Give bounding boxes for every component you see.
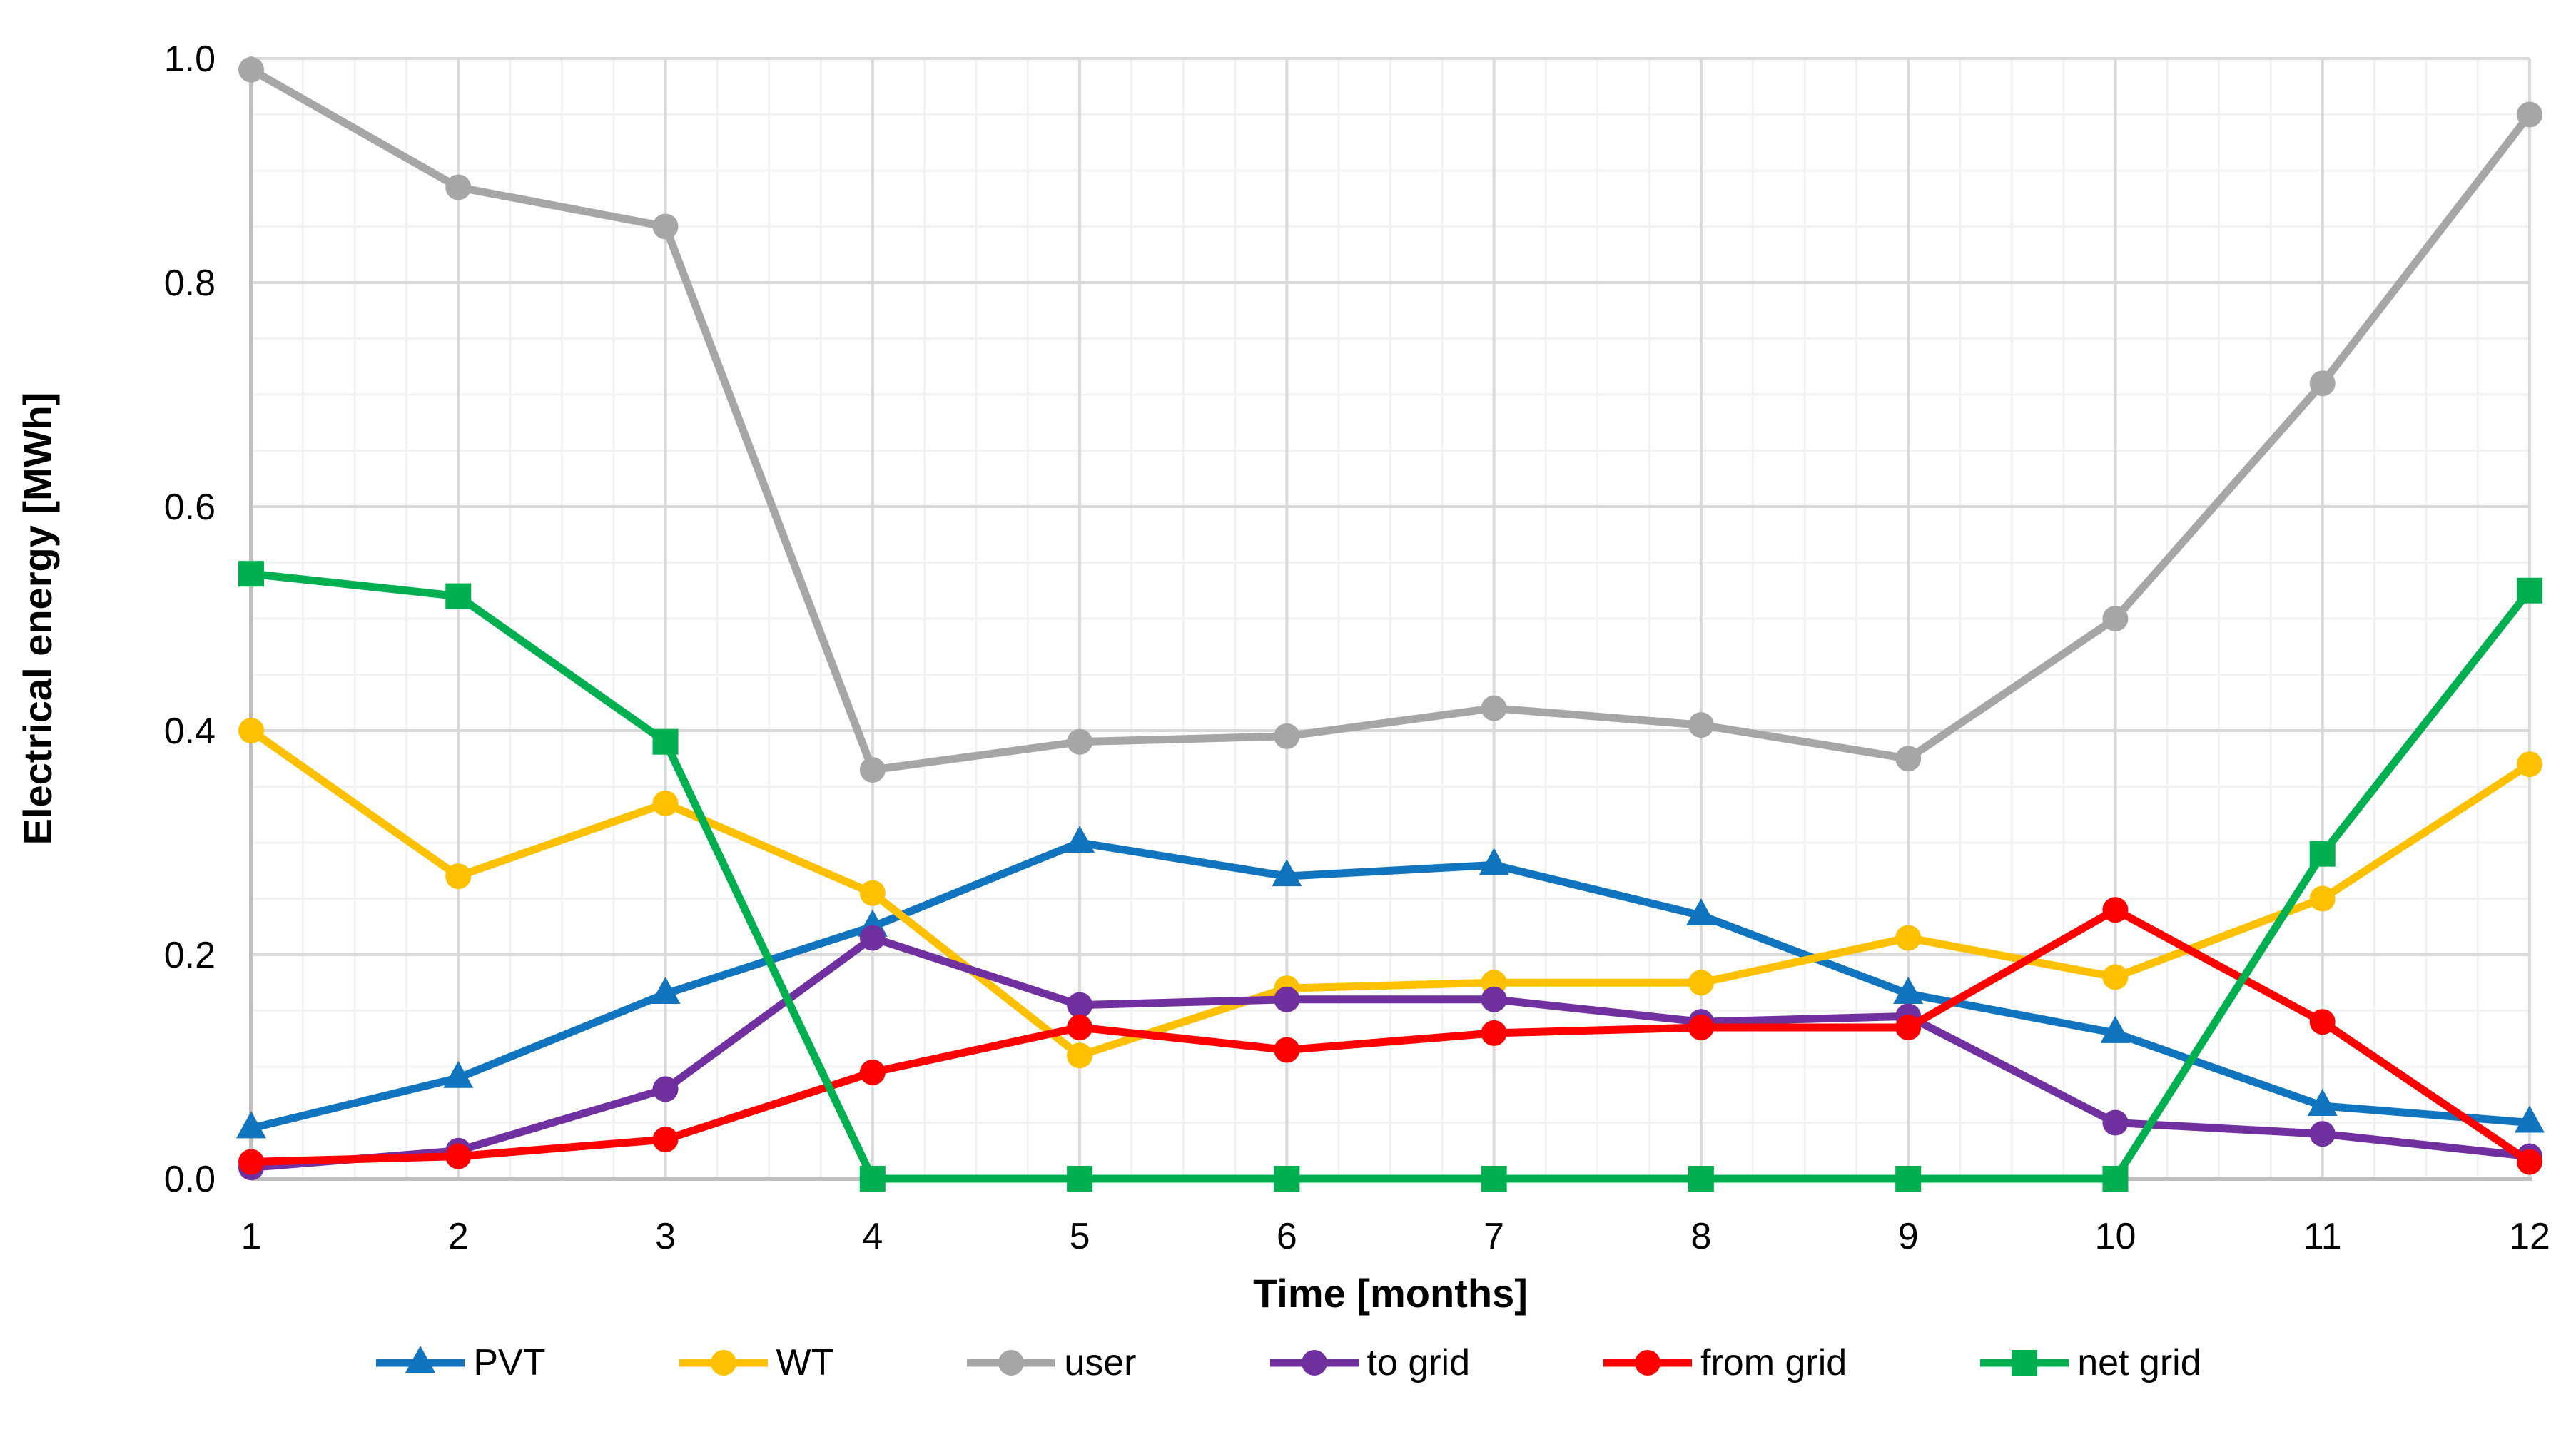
x-tick-label: 10 bbox=[2095, 1216, 2136, 1257]
y-tick-label: 1.0 bbox=[164, 39, 215, 80]
x-tick-label: 7 bbox=[1484, 1216, 1504, 1257]
x-tick-label: 9 bbox=[1898, 1216, 1919, 1257]
legend-item-net-grid: net grid bbox=[1979, 1340, 2201, 1386]
series-markers-net-grid bbox=[238, 561, 2542, 1192]
legend-label: PVT bbox=[473, 1342, 546, 1383]
legend-item-user: user bbox=[965, 1340, 1137, 1386]
y-tick-label: 0.8 bbox=[164, 263, 215, 304]
series-line-wt bbox=[247, 726, 2534, 1060]
legend-item-wt: WT bbox=[678, 1340, 834, 1386]
y-tick-label: 0.2 bbox=[164, 935, 215, 976]
series-line-pvt bbox=[247, 838, 2534, 1132]
x-tick-label: 2 bbox=[448, 1216, 469, 1257]
series-markers-from-grid bbox=[238, 897, 2542, 1175]
y-axis-title: Electrical energy [MWh] bbox=[15, 392, 60, 846]
x-tick-label: 4 bbox=[862, 1216, 883, 1257]
legend-label: from grid bbox=[1700, 1342, 1847, 1383]
legend-marker-circle-icon bbox=[967, 1350, 1056, 1376]
series-line-from-grid bbox=[247, 905, 2534, 1166]
legend-item-pvt: PVT bbox=[375, 1340, 546, 1386]
x-tick-label: 8 bbox=[1690, 1216, 1711, 1257]
series-markers-user bbox=[238, 56, 2542, 783]
legend-marker-circle-icon bbox=[679, 1350, 768, 1376]
y-tick-label: 0.0 bbox=[164, 1159, 215, 1200]
y-tick-label: 0.6 bbox=[164, 487, 215, 528]
x-tick-label: 6 bbox=[1277, 1216, 1297, 1257]
series-net-grid bbox=[238, 561, 2542, 1192]
x-tick-label: 11 bbox=[2303, 1216, 2342, 1257]
chart-legend: PVT WT user to grid from grid net grid bbox=[0, 1340, 2576, 1386]
legend-label: user bbox=[1064, 1342, 1137, 1383]
series-line-user bbox=[247, 66, 2534, 774]
series-wt bbox=[238, 718, 2542, 1069]
series-markers-wt bbox=[238, 718, 2542, 1069]
legend-marker-circle-icon bbox=[1269, 1350, 1359, 1376]
series-line-net-grid bbox=[247, 569, 2534, 1183]
legend-label: net grid bbox=[2077, 1342, 2201, 1383]
gridlines-minor bbox=[251, 59, 2530, 1179]
series-from-grid bbox=[238, 897, 2542, 1175]
legend-marker-square-icon bbox=[1980, 1350, 2069, 1376]
series-user bbox=[238, 56, 2542, 783]
x-tick-labels: 1 2 3 4 5 6 7 8 9 10 11 12 bbox=[241, 1216, 2550, 1257]
series-markers-pvt bbox=[236, 826, 2545, 1139]
x-tick-label: 5 bbox=[1070, 1216, 1090, 1257]
legend-marker-triangle-icon bbox=[376, 1346, 465, 1373]
legend-label: to grid bbox=[1366, 1342, 1471, 1383]
legend-marker-circle-icon bbox=[1603, 1350, 1693, 1376]
x-tick-label: 1 bbox=[241, 1216, 262, 1257]
series-pvt bbox=[236, 826, 2545, 1139]
legend-item-to-grid: to grid bbox=[1269, 1340, 1471, 1386]
legend-item-from-grid: from grid bbox=[1602, 1340, 1847, 1386]
x-tick-label: 12 bbox=[2509, 1216, 2550, 1257]
x-tick-label: 3 bbox=[655, 1216, 676, 1257]
legend-label: WT bbox=[776, 1342, 834, 1383]
x-axis-title: Time [months] bbox=[1253, 1271, 1528, 1316]
y-tick-labels: 0.0 0.2 0.4 0.6 0.8 1.0 bbox=[164, 39, 215, 1200]
y-tick-label: 0.4 bbox=[164, 711, 215, 752]
